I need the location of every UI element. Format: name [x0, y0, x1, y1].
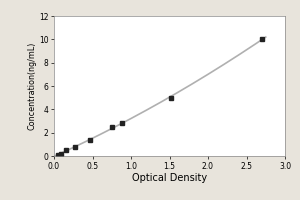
Y-axis label: Concentration(ng/mL): Concentration(ng/mL) — [27, 42, 36, 130]
X-axis label: Optical Density: Optical Density — [132, 173, 207, 183]
